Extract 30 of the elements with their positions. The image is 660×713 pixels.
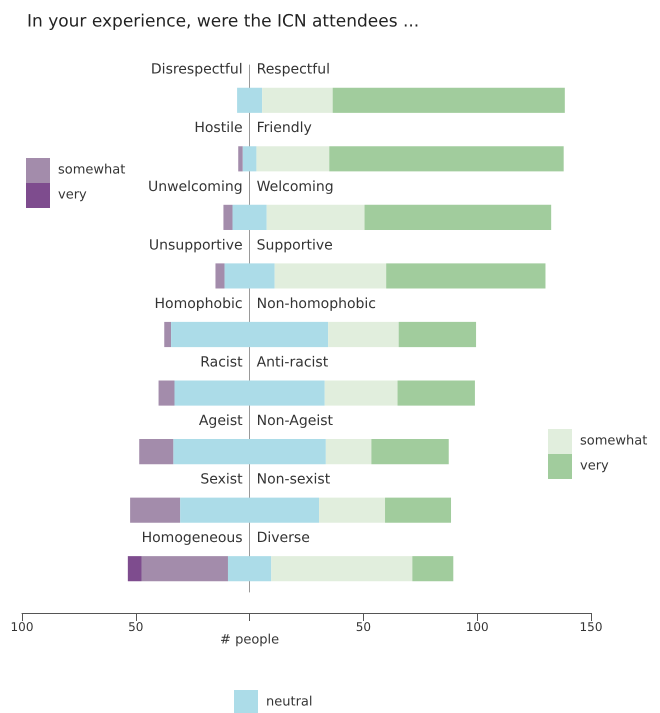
- y-tick-label: Non-sexist: [256, 472, 331, 488]
- annotation: Disrespectful: [150, 62, 243, 78]
- legend-label: very: [580, 458, 610, 474]
- x-tick-label: 100: [10, 620, 34, 634]
- annotation: Ageist: [198, 413, 244, 430]
- annotation: Unwelcoming: [148, 178, 243, 195]
- chart-title: In your experience, were the ICN attendees ...: [27, 12, 420, 32]
- annotation: Racist: [200, 354, 244, 370]
- y-tick-label: Friendly: [256, 120, 312, 136]
- annotation: Homogeneous: [142, 530, 243, 546]
- y-tick-label: Respectful: [256, 62, 330, 78]
- y-tick-label: Welcoming: [256, 178, 334, 195]
- legend-label: very: [58, 188, 88, 202]
- y-tick-label: Anti-racist: [256, 354, 329, 370]
- annotation: Sexist: [200, 472, 244, 488]
- annotation: Hostile: [194, 120, 243, 136]
- x-tick-label: 50: [356, 620, 372, 634]
- annotation: Homophobic: [154, 296, 243, 312]
- x-tick-label: 50: [128, 620, 144, 634]
- annotation: Unsupportive: [148, 237, 243, 254]
- x-axis-title: # people: [220, 632, 280, 648]
- y-tick-label: Non-homophobic: [256, 296, 376, 312]
- y-tick-label: Diverse: [256, 530, 310, 546]
- legend-label: neutral: [266, 694, 312, 710]
- y-tick-label: Supportive: [256, 237, 333, 254]
- y-tick-label: Non-Ageist: [256, 413, 334, 430]
- legend-label: somewhat: [580, 434, 648, 448]
- x-tick-label: 150: [580, 620, 602, 634]
- legend-label: somewhat: [58, 162, 126, 178]
- x-tick-label: 100: [466, 620, 489, 634]
